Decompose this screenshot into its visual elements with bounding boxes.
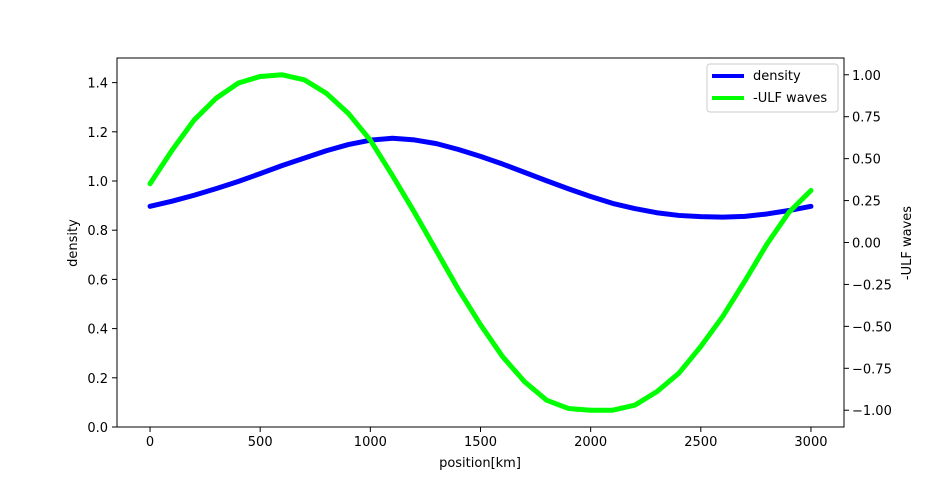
left-y-axis-ticks: 0.0 0.2 0.4 0.6 0.8 1.0 1.2 1.4	[87, 77, 117, 436]
legend-label-ulf-waves: -ULF waves	[753, 91, 827, 106]
right-y-tick-label: 0.50	[852, 153, 881, 168]
right-y-tick-label: 0.25	[852, 195, 881, 210]
x-tick-label: 2500	[684, 435, 717, 450]
left-y-tick-label: 0.4	[87, 323, 108, 338]
legend: density -ULF waves	[706, 63, 839, 113]
x-tick-label: 1000	[354, 435, 387, 450]
left-y-tick-label: 0.2	[87, 372, 108, 387]
right-y-tick-label: 1.00	[852, 69, 881, 84]
right-y-tick-label: −1.00	[852, 404, 892, 419]
right-y-tick-label: −0.25	[852, 278, 892, 293]
left-y-tick-label: 0.0	[87, 421, 108, 436]
right-y-axis-label: -ULF waves	[900, 206, 915, 280]
left-y-axis-label: density	[66, 219, 81, 267]
left-y-tick-label: 0.6	[87, 273, 108, 288]
x-tick-label: 3000	[794, 435, 827, 450]
x-tick-label: 500	[248, 435, 273, 450]
series-line-ulf-waves	[147, 72, 814, 413]
x-tick-label: 1500	[464, 435, 497, 450]
legend-label-density: density	[753, 69, 801, 84]
right-y-tick-label: 0.75	[852, 111, 881, 126]
right-y-axis-ticks: 1.00 0.75 0.50 0.25 0.00 −0.25 −0.50 −0.75 −1.00	[844, 69, 892, 419]
left-y-tick-label: 0.8	[87, 224, 108, 239]
left-y-tick-label: 1.2	[87, 126, 108, 141]
right-y-tick-label: −0.50	[852, 320, 892, 335]
right-y-tick-label: 0.00	[852, 237, 881, 252]
x-axis-label: position[km]	[439, 456, 521, 471]
series-layer	[147, 72, 814, 413]
x-axis-ticks: 0 500 1000 1500 2000 2500 3000	[146, 427, 828, 450]
left-y-tick-label: 1.0	[87, 175, 108, 190]
x-tick-label: 0	[146, 435, 154, 450]
right-y-tick-label: −0.75	[852, 362, 892, 377]
left-y-tick-label: 1.4	[87, 77, 108, 92]
series-line-density	[147, 135, 814, 220]
x-tick-label: 2000	[574, 435, 607, 450]
